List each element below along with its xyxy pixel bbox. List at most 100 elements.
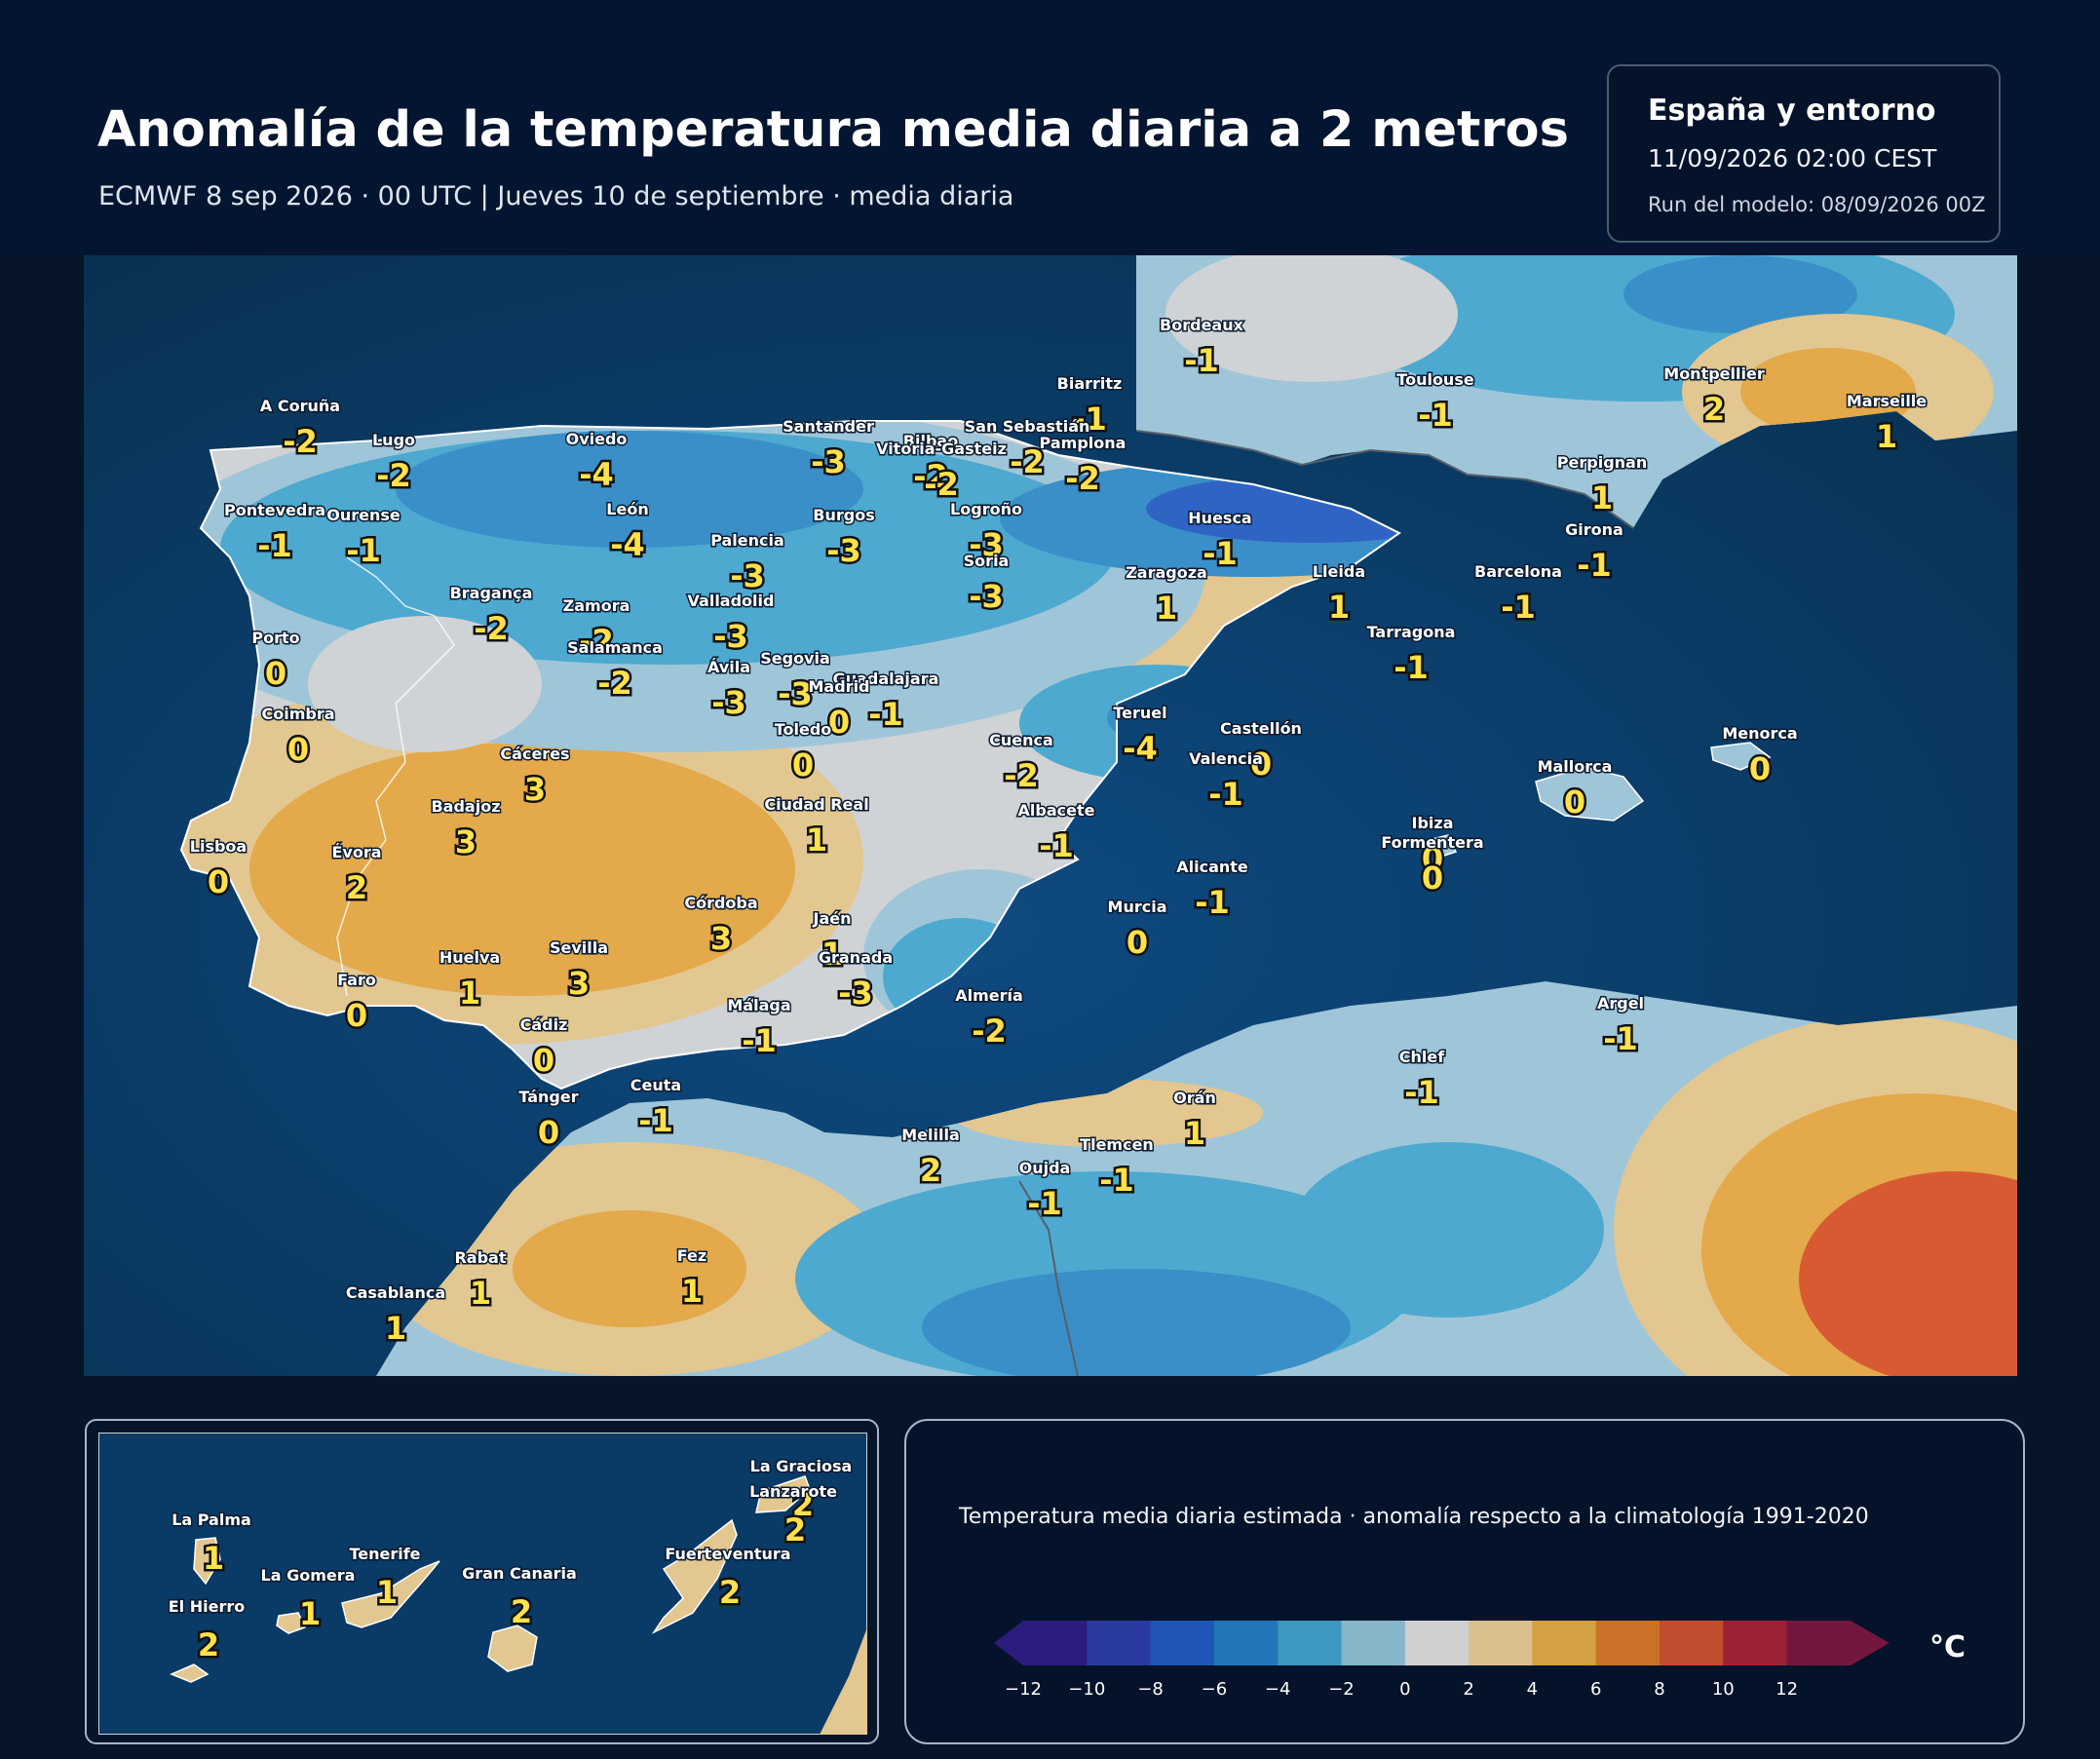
island-fuerteventura [651, 1518, 738, 1634]
station-girona[interactable]: Girona -1 [1564, 519, 1625, 587]
canary-station-fuerteventura[interactable]: Fuerteventura 2 [664, 1544, 792, 1614]
canary-station-la-graciosa[interactable]: La Graciosa 2 [748, 1456, 854, 1526]
station-logrono[interactable]: Logroño -3 [949, 499, 1024, 566]
station-albacete[interactable]: Albacete -1 [1016, 800, 1096, 867]
station-madrid[interactable]: Madrid 0 [807, 676, 871, 744]
station-name: Coimbra [261, 705, 334, 723]
station-name: Perpignan [1557, 453, 1647, 472]
station-huelva[interactable]: Huelva 1 [438, 947, 501, 1014]
station-oran[interactable]: Orán 1 [1172, 1088, 1218, 1155]
station-pamplona[interactable]: Pamplona -2 [1038, 433, 1127, 500]
station-granada[interactable]: Granada -3 [817, 947, 894, 1014]
station-lleida[interactable]: Lleida 1 [1311, 561, 1366, 629]
station-fez[interactable]: Fez 1 [675, 1245, 707, 1313]
station-perpignan[interactable]: Perpignan 1 [1555, 452, 1648, 519]
colorbar-tick-label: −6 [1202, 1679, 1228, 1700]
station-a-coruna[interactable]: A Coruña -2 [258, 396, 341, 463]
station-casablanca[interactable]: Casablanca 1 [344, 1282, 446, 1350]
station-evora[interactable]: Évora 2 [330, 842, 383, 909]
station-malaga[interactable]: Málaga -1 [726, 995, 792, 1062]
station-marseille[interactable]: Marseille 1 [1845, 391, 1928, 458]
canary-islands-inset[interactable]: La Graciosa 2 Lanzarote 2 La Palma 1 Fuerteven… [85, 1419, 879, 1744]
station-san-sebastian[interactable]: San Sebastián -2 [963, 416, 1091, 483]
station-pontevedra[interactable]: Pontevedra -1 [222, 500, 326, 567]
station-name: Madrid [809, 677, 870, 696]
station-valladolid[interactable]: Valladolid -3 [686, 591, 776, 658]
station-bordeaux[interactable]: Bordeaux -1 [1159, 315, 1246, 382]
station-mallorca[interactable]: Mallorca 0 [1536, 756, 1614, 823]
station-anomaly-value: -3 [713, 618, 748, 655]
station-argel[interactable]: Argel -1 [1595, 993, 1645, 1060]
station-ourense[interactable]: Ourense -1 [325, 505, 402, 572]
station-badajoz[interactable]: Badajoz 3 [430, 796, 502, 863]
station-alicante[interactable]: Alicante -1 [1175, 857, 1250, 924]
station-tarragona[interactable]: Tarragona -1 [1365, 622, 1457, 689]
island-menorca [1710, 742, 1772, 771]
colorbar-tick-label: 8 [1654, 1679, 1664, 1700]
station-toledo[interactable]: Toledo 0 [773, 719, 833, 786]
station-cadiz[interactable]: Cádiz 0 [518, 1014, 569, 1082]
station-bilbao[interactable]: Bilbao -2 [901, 431, 959, 498]
canary-station-el-hierro[interactable]: El Hierro 2 [167, 1596, 246, 1666]
station-rabat[interactable]: Rabat 1 [453, 1247, 508, 1315]
island-la-palma [193, 1537, 221, 1586]
station-menorca[interactable]: Menorca 0 [1721, 723, 1799, 790]
station-oviedo[interactable]: Oviedo -4 [564, 429, 629, 496]
station-cuenca[interactable]: Cuenca -2 [988, 730, 1055, 797]
station-braganca[interactable]: Bragança -2 [448, 583, 534, 650]
canary-station-la-gomera[interactable]: La Gomera 1 [259, 1565, 357, 1635]
main-map[interactable]: Bordeaux -1 Toulouse -1 Montpellier 2 Marseill… [84, 255, 2017, 1376]
station-murcia[interactable]: Murcia 0 [1106, 897, 1168, 964]
station-castellon[interactable]: Castellón 0 [1219, 718, 1304, 785]
station-vitoria-gasteiz[interactable]: Vitoria-Gasteiz-2 [875, 439, 1009, 506]
station-name: Fuerteventura [665, 1545, 790, 1563]
station-segovia[interactable]: Segovia -3 [759, 648, 832, 715]
station-palencia[interactable]: Palencia -3 [709, 530, 786, 597]
station-barcelona[interactable]: Barcelona -1 [1473, 561, 1564, 629]
station-salamanca[interactable]: Salamanca -2 [566, 637, 665, 705]
station-porto[interactable]: Porto 0 [250, 628, 301, 695]
station-lisboa[interactable]: Lisboa 0 [188, 836, 248, 903]
station-leon[interactable]: León -4 [605, 499, 650, 566]
station-anomaly-value: -1 [1195, 884, 1230, 921]
station-burgos[interactable]: Burgos -3 [812, 505, 876, 572]
station-teruel[interactable]: Teruel -4 [1112, 703, 1168, 770]
station-name: Valladolid [688, 592, 775, 610]
station-ciudad-real[interactable]: Ciudad Real 1 [763, 794, 870, 861]
station-ibiza[interactable]: Ibiza 0 [1410, 813, 1455, 880]
station-coimbra[interactable]: Coimbra 0 [260, 704, 336, 771]
african-coast-inset [820, 1627, 867, 1735]
station-jaen[interactable]: Jaén 1 [811, 908, 853, 975]
station-soria[interactable]: Soria -3 [962, 551, 1011, 618]
station-huesca[interactable]: Huesca -1 [1187, 508, 1253, 575]
station-anomaly-value: -3 [711, 684, 746, 721]
station-guadalajara[interactable]: Guadalajara -1 [831, 669, 940, 736]
station-sevilla[interactable]: Sevilla 3 [548, 937, 609, 1005]
station-zamora[interactable]: Zamora -2 [561, 595, 631, 663]
station-chlef[interactable]: Chlef -1 [1397, 1047, 1446, 1114]
station-santander[interactable]: Santander -3 [782, 416, 876, 483]
station-oujda[interactable]: Oujda -1 [1017, 1158, 1072, 1225]
canary-station-tenerife[interactable]: Tenerife 1 [348, 1544, 422, 1614]
canary-station-gran-canaria[interactable]: Gran Canaria 2 [461, 1563, 579, 1633]
station-avila[interactable]: Ávila -3 [706, 657, 751, 724]
station-faro[interactable]: Faro 0 [336, 970, 378, 1037]
station-montpellier[interactable]: Montpellier 2 [1662, 363, 1767, 431]
station-tanger[interactable]: Tánger 0 [517, 1087, 580, 1154]
station-biarritz[interactable]: Biarritz -1 [1055, 373, 1124, 440]
station-zaragoza[interactable]: Zaragoza 1 [1125, 562, 1209, 630]
station-caceres[interactable]: Cáceres 3 [499, 744, 571, 811]
station-valencia[interactable]: Valencia -1 [1188, 748, 1265, 816]
station-cordoba[interactable]: Córdoba 3 [683, 893, 759, 960]
station-almeria[interactable]: Almería -2 [954, 985, 1025, 1052]
station-lugo[interactable]: Lugo -2 [370, 430, 416, 497]
legend-unit: °C [1929, 1630, 1966, 1664]
station-melilla[interactable]: Melilla 2 [900, 1125, 962, 1192]
station-ceuta[interactable]: Ceuta -1 [629, 1075, 682, 1142]
station-tlemcen[interactable]: Tlemcen -1 [1079, 1134, 1156, 1202]
station-anomaly-value: -3 [969, 526, 1004, 563]
canary-station-la-palma[interactable]: La Palma 1 [171, 1510, 253, 1580]
station-toulouse[interactable]: Toulouse -1 [1395, 369, 1476, 437]
